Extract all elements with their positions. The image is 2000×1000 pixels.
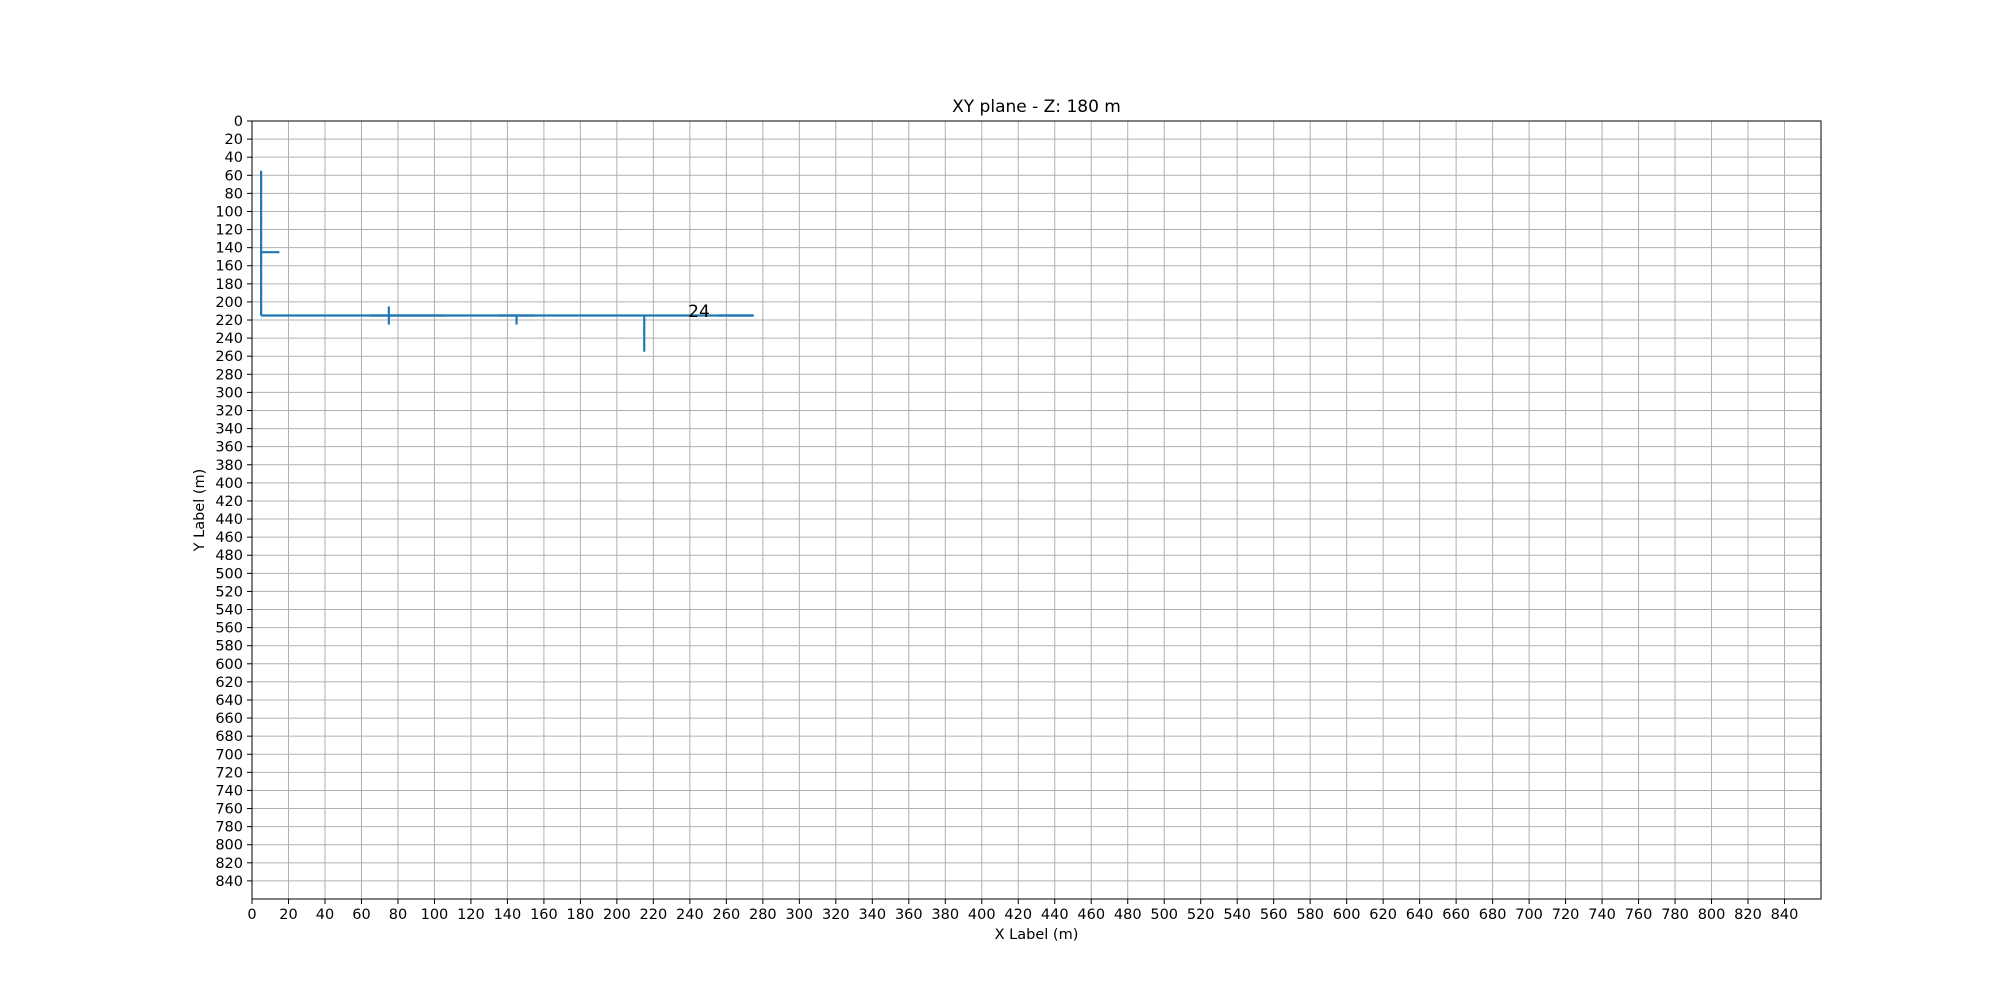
- y-tick-label: 640: [215, 693, 243, 709]
- y-tick-label: 420: [215, 494, 243, 510]
- annotation-label: 24: [688, 302, 710, 322]
- x-tick-label: 120: [457, 907, 485, 923]
- x-tick-label: 400: [968, 907, 996, 923]
- y-tick-label: 100: [215, 204, 243, 220]
- x-tick-label: 260: [713, 907, 741, 923]
- annotations: 24: [688, 302, 710, 322]
- x-tick-label: 240: [676, 907, 704, 923]
- x-tick-label: 140: [494, 907, 522, 923]
- y-tick-label: 780: [215, 820, 243, 836]
- y-tick-label: 580: [215, 639, 243, 655]
- x-tick-label: 620: [1369, 907, 1397, 923]
- y-tick-label: 620: [215, 675, 243, 691]
- y-tick-label: 720: [215, 765, 243, 781]
- y-tick-label: 700: [215, 747, 243, 763]
- y-tick-label: 380: [215, 458, 243, 474]
- y-tick-label: 500: [215, 566, 243, 582]
- y-tick-label: 800: [215, 838, 243, 854]
- y-tick-label: 560: [215, 621, 243, 637]
- x-tick-label: 520: [1187, 907, 1215, 923]
- x-tick-label: 480: [1114, 907, 1142, 923]
- y-tick-label: 460: [215, 530, 243, 546]
- plot-frame: [251, 120, 1822, 900]
- y-tick-label: 220: [215, 313, 243, 329]
- y-tick-label: 820: [215, 856, 243, 872]
- y-tick-label: 680: [215, 729, 243, 745]
- x-tick-label: 280: [749, 907, 777, 923]
- y-tick-label: 520: [215, 584, 243, 600]
- y-tick-label: 80: [225, 186, 243, 202]
- x-tick-label: 580: [1296, 907, 1324, 923]
- x-tick-label: 800: [1698, 907, 1726, 923]
- y-tick-label: 480: [215, 548, 243, 564]
- x-tick-label: 40: [316, 907, 334, 923]
- x-tick-label: 180: [567, 907, 595, 923]
- y-tick-label: 440: [215, 512, 243, 528]
- data-series: [260, 170, 754, 352]
- x-tick-label: 0: [247, 907, 256, 923]
- x-tick-label: 820: [1734, 907, 1762, 923]
- x-tick-label: 560: [1260, 907, 1288, 923]
- y-tick-label: 740: [215, 783, 243, 799]
- x-tick-label: 640: [1406, 907, 1434, 923]
- x-tick-label: 500: [1150, 907, 1178, 923]
- y-tick-label: 240: [215, 331, 243, 347]
- y-tick-label: 0: [234, 114, 243, 130]
- x-tick-label: 160: [530, 907, 558, 923]
- y-tick-label: 540: [215, 603, 243, 619]
- y-tick-label: 20: [225, 132, 243, 148]
- x-tick-label: 680: [1479, 907, 1507, 923]
- y-axis-ticks: 0 20 40 60 80 100 120 140 160 180 200 220 240 260 280 3…: [215, 114, 252, 890]
- x-axis-label: X Label (m): [995, 927, 1079, 943]
- x-tick-label: 840: [1771, 907, 1799, 923]
- x-tick-label: 380: [931, 907, 959, 923]
- x-tick-label: 460: [1077, 907, 1105, 923]
- x-tick-label: 320: [822, 907, 850, 923]
- y-tick-label: 60: [225, 168, 243, 184]
- y-tick-label: 200: [215, 295, 243, 311]
- x-tick-label: 20: [279, 907, 297, 923]
- x-tick-label: 300: [785, 907, 813, 923]
- grid-lines: [251, 120, 1821, 899]
- y-tick-label: 280: [215, 367, 243, 383]
- x-tick-label: 340: [858, 907, 886, 923]
- x-tick-label: 540: [1223, 907, 1251, 923]
- x-tick-label: 780: [1661, 907, 1689, 923]
- y-tick-label: 160: [215, 259, 243, 275]
- y-tick-label: 320: [215, 403, 243, 419]
- chart-title: XY plane - Z: 180 m: [952, 97, 1121, 117]
- y-tick-label: 340: [215, 422, 243, 438]
- y-tick-label: 600: [215, 657, 243, 673]
- x-tick-label: 660: [1442, 907, 1470, 923]
- y-axis-label: Y Label (m): [192, 469, 208, 553]
- y-tick-label: 300: [215, 385, 243, 401]
- x-tick-label: 60: [352, 907, 370, 923]
- x-tick-label: 420: [1004, 907, 1032, 923]
- x-tick-label: 700: [1515, 907, 1543, 923]
- y-tick-label: 180: [215, 277, 243, 293]
- x-tick-label: 600: [1333, 907, 1361, 923]
- x-tick-label: 100: [421, 907, 449, 923]
- y-tick-label: 140: [215, 241, 243, 257]
- x-tick-label: 360: [895, 907, 923, 923]
- y-tick-label: 760: [215, 802, 243, 818]
- x-tick-label: 440: [1041, 907, 1069, 923]
- x-tick-label: 760: [1625, 907, 1653, 923]
- y-tick-label: 660: [215, 711, 243, 727]
- x-tick-label: 220: [640, 907, 668, 923]
- y-tick-label: 40: [225, 150, 243, 166]
- x-axis-ticks: 0 20 40 60 80 100 120 140 160 180 200 220 240 260 280 3…: [247, 899, 1798, 923]
- y-tick-label: 120: [215, 223, 243, 239]
- x-tick-label: 200: [603, 907, 631, 923]
- y-tick-label: 840: [215, 874, 243, 890]
- x-tick-label: 740: [1588, 907, 1616, 923]
- x-tick-label: 80: [389, 907, 407, 923]
- x-tick-label: 720: [1552, 907, 1580, 923]
- y-tick-label: 360: [215, 440, 243, 456]
- y-tick-label: 400: [215, 476, 243, 492]
- y-tick-label: 260: [215, 349, 243, 365]
